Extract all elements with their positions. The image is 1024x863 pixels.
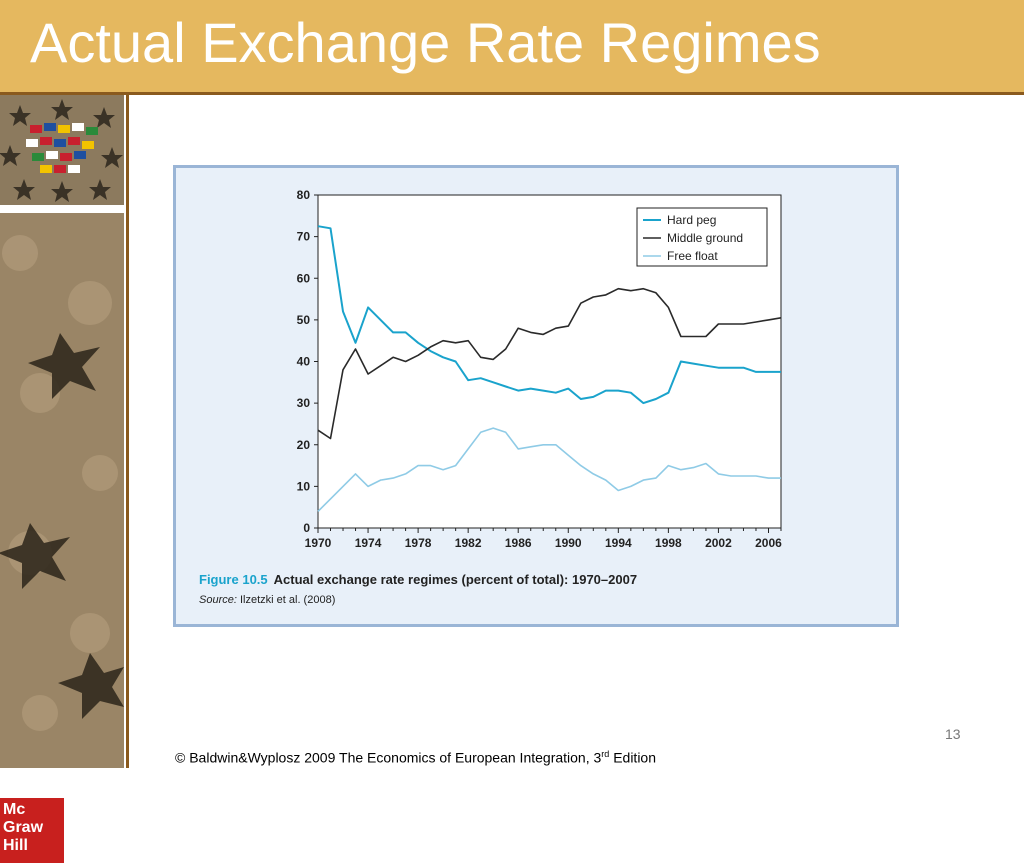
page-number: 13 [945, 726, 961, 742]
x-tick-label: 1974 [355, 536, 382, 550]
x-tick-label: 1994 [605, 536, 632, 550]
source-text: Ilzetzki et al. (2008) [239, 594, 336, 606]
source-label: Source: [199, 594, 237, 606]
figure-frame: 0 10 20 30 40 50 60 70 80 1970 1974 1978 1982 1986 199… [173, 165, 899, 627]
figure-caption: Figure 10.5 Actual exchange rate regimes … [199, 572, 637, 587]
x-tick-label: 1986 [505, 536, 532, 550]
series-line-hard-peg [317, 225, 781, 405]
footer-superscript: rd [601, 749, 610, 759]
sand-starfish-image [0, 213, 124, 768]
x-tick-label: 1998 [655, 536, 682, 550]
y-tick-label: 70 [297, 230, 311, 244]
footer-copyright: © Baldwin&Wyplosz 2009 The Economics of … [175, 749, 656, 766]
x-tick-label: 1970 [305, 536, 332, 550]
y-tick-label: 80 [297, 188, 311, 202]
x-tick-label: 2006 [755, 536, 782, 550]
y-tick-label: 40 [297, 355, 311, 369]
legend-label: Hard peg [667, 213, 716, 227]
line-chart: 0 10 20 30 40 50 60 70 80 1970 1974 1978 1982 1986 199… [297, 188, 783, 550]
series-line-middle-ground [317, 287, 782, 440]
x-tick-label: 1982 [455, 536, 482, 550]
y-tick-label: 20 [297, 438, 311, 452]
slide-title: Actual Exchange Rate Regimes [30, 11, 821, 74]
title-bar: Actual Exchange Rate Regimes [0, 0, 1024, 95]
figure-caption-text: Actual exchange rate regimes (percent of… [273, 572, 638, 587]
eu-flags-stars-image [0, 95, 124, 205]
y-tick-label: 0 [303, 521, 310, 535]
legend-label: Free float [667, 249, 718, 263]
y-tick-label: 10 [297, 479, 311, 493]
y-tick-label: 60 [297, 271, 311, 285]
y-tick-label: 30 [297, 396, 311, 410]
legend-label: Middle ground [667, 231, 743, 245]
footer-suffix: Edition [609, 749, 657, 766]
figure-number: Figure 10.5 [199, 572, 268, 587]
mcgraw-hill-logo: Mc Graw Hill [0, 798, 64, 863]
x-tick-label: 1990 [555, 536, 582, 550]
x-tick-label: 2002 [705, 536, 732, 550]
left-decorative-strip: Mc Graw Hill [0, 95, 129, 863]
figure-source: Source: Ilzetzki et al. (2008) [199, 594, 335, 606]
x-tick-label: 1978 [405, 536, 432, 550]
y-tick-label: 50 [297, 313, 311, 327]
footer-text: © Baldwin&Wyplosz 2009 The Economics of … [175, 749, 602, 766]
series-line-free-float [317, 427, 781, 512]
